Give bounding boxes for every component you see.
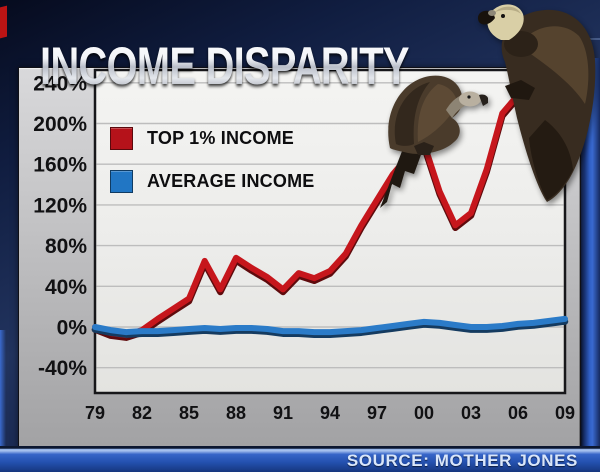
y-tick-label: 200% [33,113,87,136]
x-tick-label: 88 [226,403,246,423]
page-title: INCOME DISPARITY [40,35,410,95]
y-tick-label: 240% [33,72,87,95]
x-tick-label: 85 [179,403,199,423]
legend-swatch-blue [110,170,133,193]
y-tick-label: -40% [38,357,87,380]
y-tick-label: 40% [45,276,87,299]
x-tick-label: 03 [461,403,481,423]
x-tick-label: 91 [273,403,293,423]
x-tick-label: 97 [367,403,387,423]
x-tick-label: 00 [414,403,434,423]
source-bar: SOURCE: MOTHER JONES [0,446,600,472]
source-text: SOURCE: MOTHER JONES [346,450,578,470]
average-income-line [92,315,568,336]
x-tick-label: 82 [132,403,152,423]
chart-legend: TOP 1% INCOME AVERAGE INCOME [110,127,314,213]
y-tick-label: 0% [57,317,88,340]
x-tick-label: 09 [555,403,575,423]
legend-label-average: AVERAGE INCOME [147,171,315,191]
x-tick-label: 06 [508,403,528,423]
y-tick-label: 160% [33,154,87,177]
right-edge-bevel [581,58,600,448]
x-tick-label: 79 [85,403,105,423]
legend-item-top1: TOP 1% INCOME [110,127,314,150]
y-tick-label: 80% [45,235,87,258]
legend-item-average: AVERAGE INCOME [110,170,314,193]
corner-red-flag-decor [0,5,7,40]
vulture-image-right [477,4,596,202]
legend-swatch-red [110,127,133,150]
left-edge-bevel [0,330,6,448]
vulture-image-left [380,75,488,208]
y-tick-label: 120% [33,194,87,217]
x-tick-label: 94 [320,403,340,423]
top-1-income-line [92,81,537,339]
legend-label-top1: TOP 1% INCOME [147,128,294,148]
